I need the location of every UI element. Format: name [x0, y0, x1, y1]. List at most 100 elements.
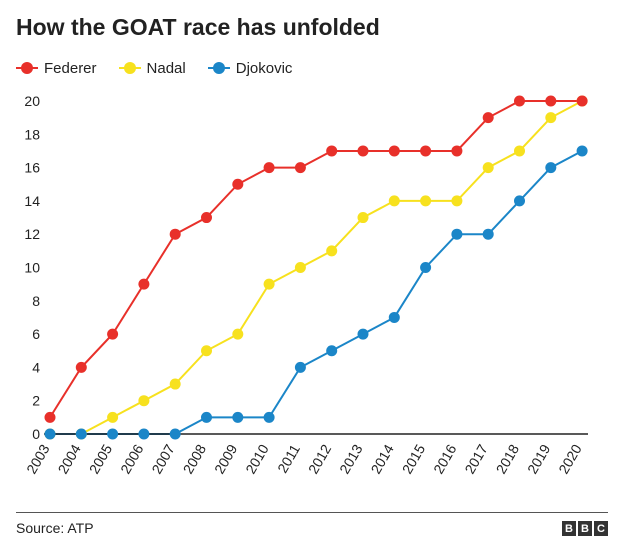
- x-tick-label: 2015: [399, 441, 429, 476]
- data-point-nadal: [388, 195, 400, 207]
- x-tick-label: 2008: [180, 441, 210, 476]
- x-tick-label: 2013: [336, 441, 366, 476]
- series-line-nadal: [50, 100, 583, 435]
- data-point-djokovic: [138, 428, 150, 440]
- y-tick-label: 2: [32, 393, 40, 409]
- data-point-nadal: [294, 262, 306, 273]
- legend-swatch-djokovic: [207, 62, 230, 74]
- legend-swatch-federer: [16, 62, 38, 74]
- y-tick-label: 14: [24, 193, 40, 209]
- data-point-federer: [138, 278, 150, 290]
- data-point-federer: [326, 145, 338, 157]
- data-point-nadal: [545, 112, 557, 124]
- x-tick-label: 2003: [23, 441, 53, 476]
- data-point-djokovic: [263, 411, 275, 423]
- x-tick-label: 2019: [524, 441, 554, 476]
- x-tick-label: 2020: [555, 441, 585, 476]
- x-tick-label: 2012: [305, 441, 335, 476]
- data-point-djokovic: [388, 311, 400, 323]
- x-tick-label: 2016: [430, 441, 460, 476]
- data-point-djokovic: [545, 162, 557, 174]
- y-tick-label: 16: [24, 160, 40, 176]
- legend-label-nadal: Nadal: [146, 59, 186, 77]
- data-point-nadal: [201, 345, 212, 357]
- data-point-federer: [232, 178, 244, 190]
- x-tick-label: 2005: [86, 441, 116, 476]
- legend-label-djokovic: Djokovic: [235, 59, 293, 77]
- data-point-djokovic: [75, 428, 87, 440]
- x-tick-label: 2007: [148, 441, 178, 476]
- data-point-nadal: [263, 278, 275, 290]
- data-point-federer: [107, 328, 119, 340]
- data-point-federer: [388, 145, 400, 157]
- data-point-djokovic: [482, 228, 494, 240]
- y-tick-label: 6: [32, 326, 40, 342]
- data-point-nadal: [138, 395, 150, 407]
- data-point-nadal: [107, 411, 119, 423]
- data-point-federer: [514, 95, 525, 107]
- data-point-federer: [482, 112, 494, 124]
- data-point-federer: [169, 228, 181, 240]
- series-line-federer: [49, 100, 583, 418]
- y-tick-label: 12: [24, 226, 40, 242]
- y-tick-label: 10: [24, 260, 40, 276]
- logo-letter: B: [578, 521, 592, 536]
- data-point-djokovic: [326, 345, 338, 357]
- data-point-federer: [201, 212, 212, 224]
- data-point-federer: [357, 145, 369, 157]
- y-tick-label: 8: [32, 293, 40, 309]
- data-point-nadal: [451, 195, 463, 207]
- data-point-djokovic: [107, 428, 119, 440]
- x-tick-label: 2009: [211, 441, 241, 476]
- data-point-federer: [263, 162, 275, 174]
- logo-letter: C: [594, 521, 608, 536]
- data-point-federer: [44, 411, 56, 423]
- x-tick-label: 2006: [117, 441, 147, 476]
- data-point-djokovic: [44, 428, 56, 440]
- data-point-djokovic: [420, 262, 432, 273]
- data-point-djokovic: [201, 411, 212, 423]
- bbc-logo: B B C: [560, 521, 608, 536]
- data-point-nadal: [514, 145, 525, 157]
- footer-divider: [16, 512, 608, 513]
- data-point-djokovic: [451, 228, 463, 240]
- legend-item-federer: Federer: [16, 60, 97, 77]
- data-point-djokovic: [576, 145, 588, 157]
- data-point-nadal: [482, 162, 494, 174]
- data-point-federer: [75, 361, 87, 373]
- logo-letter: B: [562, 521, 576, 536]
- x-tick-label: 2018: [493, 441, 523, 476]
- x-tick-label: 2010: [242, 441, 272, 476]
- data-point-federer: [545, 95, 557, 107]
- data-point-djokovic: [294, 361, 306, 373]
- x-tick-label: 2011: [274, 441, 303, 475]
- data-point-nadal: [420, 195, 432, 207]
- y-tick-label: 18: [24, 126, 40, 142]
- data-point-nadal: [326, 245, 338, 257]
- data-point-djokovic: [514, 195, 525, 207]
- data-point-federer: [576, 95, 588, 107]
- data-point-djokovic: [232, 411, 244, 423]
- x-tick-label: 2017: [461, 441, 491, 476]
- y-tick-label: 0: [32, 426, 40, 442]
- source-note: Source: ATP: [16, 520, 94, 536]
- legend-item-nadal: Nadal: [118, 59, 186, 77]
- data-point-nadal: [357, 212, 369, 224]
- series-line-djokovic: [50, 150, 583, 435]
- chart-legend: Federer Nadal Djokovic: [16, 58, 314, 78]
- legend-item-djokovic: Djokovic: [207, 59, 293, 77]
- y-tick-label: 4: [32, 359, 40, 375]
- data-point-djokovic: [357, 328, 369, 340]
- data-point-federer: [451, 145, 463, 157]
- data-point-nadal: [169, 378, 181, 390]
- x-tick-label: 2004: [54, 441, 84, 476]
- data-point-federer: [420, 145, 432, 157]
- x-tick-label: 2014: [367, 441, 397, 476]
- legend-label-federer: Federer: [44, 59, 97, 77]
- data-point-federer: [294, 162, 306, 174]
- data-point-djokovic: [169, 428, 181, 440]
- data-point-nadal: [232, 328, 244, 340]
- y-tick-label: 20: [24, 93, 40, 109]
- chart-title: How the GOAT race has unfolded: [16, 14, 380, 40]
